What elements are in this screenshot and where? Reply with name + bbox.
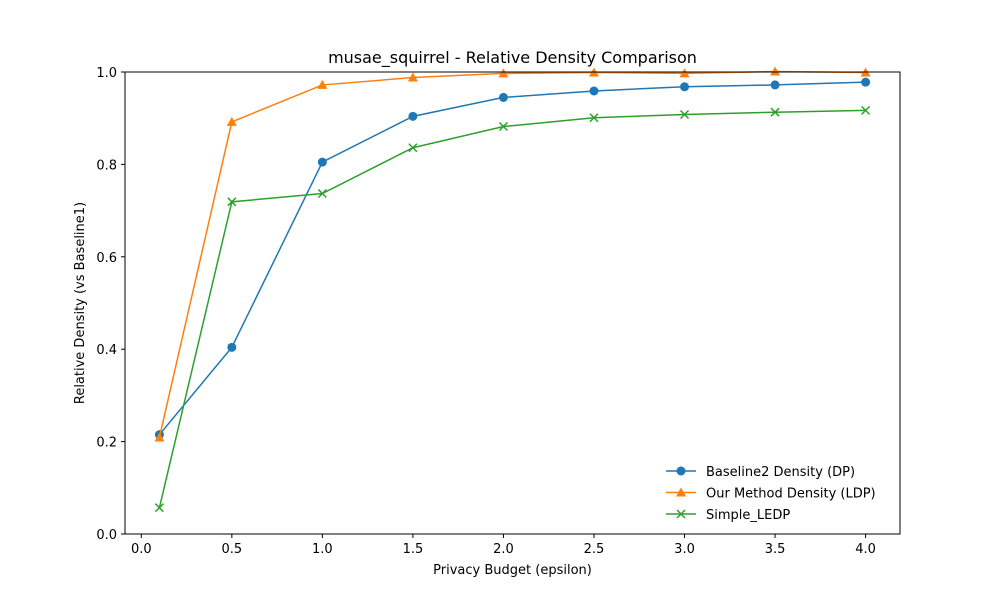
data-point [770,80,780,90]
x-axis-label: Privacy Budget (epsilon) [433,563,592,578]
legend-label: Our Method Density (LDP) [706,487,876,502]
data-point [498,92,508,102]
series-3 [154,105,871,513]
legend-item: Baseline2 Density (DP) [666,465,855,480]
legend-marker [676,466,686,476]
data-point [227,342,237,352]
data-point [408,111,418,121]
legend-item: Our Method Density (LDP) [666,487,876,502]
chart-title: musae_squirrel - Relative Density Compar… [328,48,697,68]
legend: Baseline2 Density (DP) Our Method Density… [666,465,876,523]
data-point [861,105,871,115]
plot-frame [124,71,901,535]
x-tick-label: 4.0 [855,542,876,557]
x-tick-label: 0.5 [221,542,242,557]
y-tick-label: 0.0 [96,528,117,543]
series-1 [154,77,871,440]
data-point [317,157,327,167]
x-tick-label: 1.0 [312,542,333,557]
data-point [589,86,599,96]
legend-item: Simple_LEDP [666,508,790,523]
series-layer [154,66,871,513]
data-point [154,432,165,442]
x-tick-label: 2.0 [493,542,514,557]
data-point [227,197,237,207]
legend-label: Simple_LEDP [706,508,790,523]
data-point [408,143,418,153]
y-tick-label: 0.4 [96,343,117,358]
y-tick-label: 1.0 [96,66,117,81]
legend-marker [676,487,686,497]
y-axis-label: Relative Density (vs Baseline1) [73,202,88,404]
x-tick-label: 3.5 [765,542,786,557]
data-point [317,188,327,199]
data-point [226,116,237,126]
legend-marker [676,509,686,519]
data-point [317,79,328,89]
x-tick-label: 1.5 [403,542,424,557]
data-point [498,68,509,78]
legend-label: Baseline2 Density (DP) [706,465,855,480]
data-point [679,109,690,120]
data-point [589,113,599,123]
data-point [407,72,418,82]
data-point [154,503,164,513]
data-point [770,66,781,76]
data-point [680,82,690,92]
ticks-layer: 0.0 0.5 1.0 1.5 2.0 2.5 3.0 3.5 4.0 0.0 0.2 0.4 0.6 0… [96,66,876,557]
y-tick-label: 0.8 [96,158,117,173]
x-tick-label: 3.0 [674,542,695,557]
data-point [770,107,780,117]
y-tick-label: 0.2 [96,436,117,451]
x-tick-label: 0.0 [131,542,152,557]
data-point [498,121,508,132]
x-tick-label: 2.5 [584,542,605,557]
data-point [679,68,690,78]
data-point [861,77,871,87]
y-tick-label: 0.6 [96,251,117,266]
